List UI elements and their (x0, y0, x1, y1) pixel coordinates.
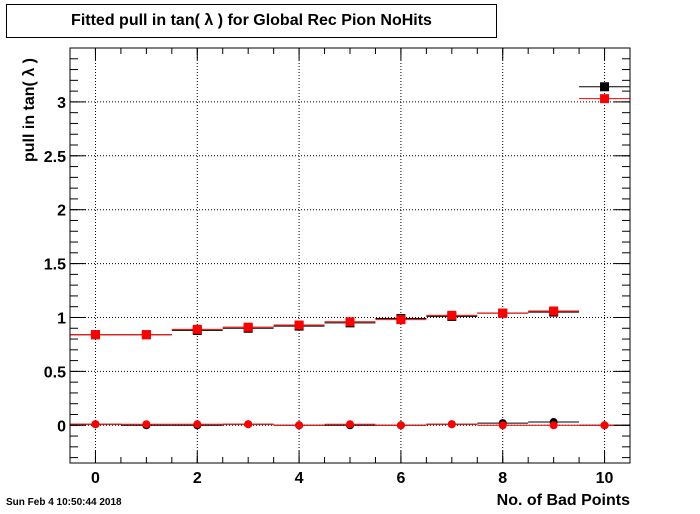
data-point-circle (346, 420, 354, 429)
x-tick-label: 10 (596, 470, 614, 487)
y-tick-label: 0 (57, 418, 66, 435)
x-tick-label: 8 (498, 470, 507, 487)
data-point-square (600, 94, 610, 104)
data-point-square (498, 308, 508, 318)
date-stamp: Sun Feb 4 10:50:44 2018 (6, 497, 122, 508)
x-tick-label: 2 (193, 470, 202, 487)
x-axis-title: No. of Bad Points (496, 492, 630, 509)
data-point-square (396, 315, 406, 325)
y-tick-label: 0.5 (44, 364, 66, 381)
y-tick-label: 1.5 (44, 257, 66, 274)
grid-lines (70, 48, 630, 463)
data-point-square (294, 320, 304, 330)
data-point-circle (549, 421, 558, 430)
x-tick-label: 0 (91, 470, 100, 487)
plot-frame (69, 47, 631, 464)
x-tick-label: 6 (396, 470, 405, 487)
data-point-circle (91, 420, 100, 429)
data-point-square (549, 306, 559, 316)
data-point-square (600, 82, 610, 92)
data-point-circle (142, 420, 151, 429)
data-point-square (345, 317, 355, 327)
y-tick-label: 1 (57, 310, 66, 327)
data-point-circle (244, 420, 253, 429)
data-point-circle (396, 421, 405, 430)
data-point-square (192, 324, 202, 334)
data-point-square (447, 310, 457, 320)
data-point-circle (295, 421, 304, 430)
data-point-circle (193, 420, 202, 429)
data-point-circle (600, 421, 609, 430)
data-point-square (243, 322, 253, 332)
data-point-circle (447, 420, 456, 429)
chart-title: Fitted pull in tan( λ ) for Global Rec P… (6, 4, 497, 38)
data-point-circle (498, 421, 507, 430)
y-tick-label: 2.5 (44, 149, 66, 166)
data-point-square (141, 330, 151, 340)
y-tick-label: 3 (57, 95, 66, 112)
y-tick-label: 2 (57, 203, 66, 220)
data-point-square (90, 330, 100, 340)
x-tick-label: 4 (295, 470, 304, 487)
y-axis-title: pull in tan( λ ) (21, 58, 38, 162)
data-marks (70, 82, 630, 430)
axes: 0 2 4 6 8 10 0 0.5 1 1.5 2 2.5 3 (44, 48, 631, 487)
